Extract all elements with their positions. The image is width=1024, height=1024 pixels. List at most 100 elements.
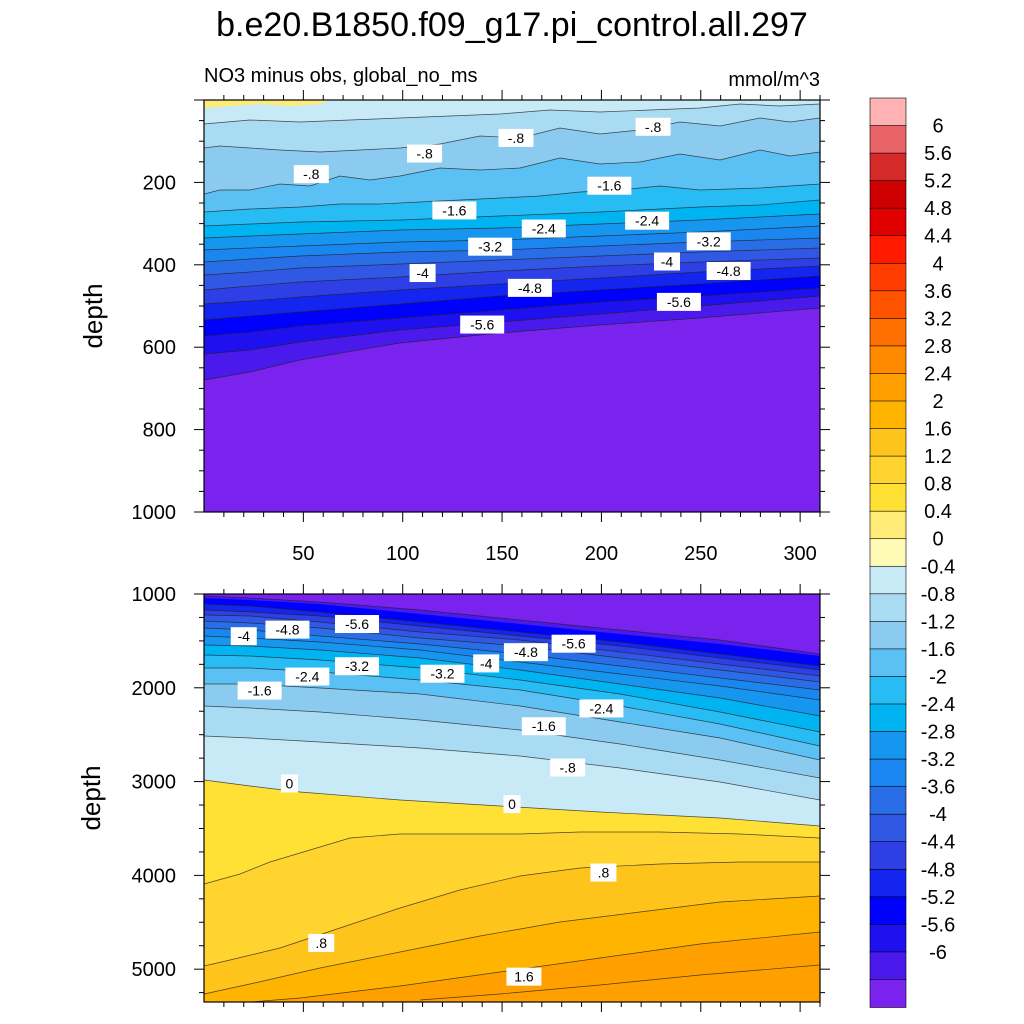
contour-label-box [293,165,329,184]
colorbar-label: 4.8 [924,198,952,220]
colorbar-label: -4.4 [921,832,955,854]
colorbar-swatch [869,758,907,788]
contour-label-box [280,774,298,793]
y-tick-label: 1000 [132,584,177,606]
colorbar-label: -3.2 [921,749,955,771]
x-tick-label: 50 [292,543,314,565]
colorbar-swatch [869,180,907,209]
x-tick-label: 100 [386,543,419,565]
y-tick-label: 2000 [132,678,177,700]
colorbar-label: 4 [932,253,943,275]
contour-label: -2.4 [295,669,319,685]
contour-label: -4 [661,254,674,270]
contour-label: .8 [598,865,610,881]
colorbar-swatch [869,152,907,182]
contour-label-box [335,657,380,676]
contour-label-box [468,237,513,256]
colorbar-swatch [869,621,907,650]
contour-label: -5.6 [667,294,691,310]
colorbar-label: -5.2 [921,887,955,909]
colorbar-label: -5.6 [921,914,955,936]
contour-label: .8 [315,935,327,951]
contour-label: -2.4 [635,213,659,229]
upper-y-label: depth [78,283,108,348]
contour-label: -4 [238,628,251,644]
colorbar-label: -1.2 [921,611,955,633]
colorbar-label: -6 [929,942,947,964]
contour-label-box [432,201,477,220]
contour-label-box [409,264,436,283]
colorbar-label: -4 [929,804,947,826]
contour-label: -.8 [303,166,320,182]
contour-label: -4.8 [717,263,741,279]
contour-label: -.8 [508,130,525,146]
colorbar-swatch [869,593,907,623]
lower-plot-frame [203,593,821,1003]
contour-label-box [473,654,500,673]
y-tick-label: 200 [143,172,176,194]
colorbar-swatch [869,924,907,953]
colorbar-label: -0.8 [921,584,955,606]
colorbar-label: -1.6 [921,639,955,661]
upper-x-axis: 50 100 150 200 250 300 [223,90,821,565]
colorbar-label: 3.6 [924,281,952,303]
colorbar-label: 6 [932,116,943,138]
contour-label-box [407,144,443,163]
lower-panel: -4 -4.8 -5.6 -3.2 -2.4 -1.6 -3.2 -4 -4.8 -5.6 -2.4… [76,584,830,1012]
colorbar-label: 4.4 [924,226,952,248]
x-tick-label: 300 [783,543,816,565]
x-tick-label: 200 [585,543,618,565]
lower-y-axis: 1000 2000 3000 4000 5000 [132,584,830,994]
upper-panel: -.8 -.8 -.8 -.8 -1.6 -1.6 -2.4 -2.4 -3.2 -3.2 -4 -4… [78,90,830,565]
colorbar-label: 5.2 [924,171,952,193]
colorbar-label: 2.8 [924,336,952,358]
colorbar-label: 1.6 [924,419,952,441]
contour-label-box [521,219,566,238]
contour-label-box [308,933,335,952]
colorbar-swatch [869,235,907,265]
colorbar-label: 0.4 [924,501,952,523]
y-tick-label: 600 [143,337,176,359]
upper-band-n00 [204,100,820,124]
contour-label: 0 [508,796,516,812]
contour-label-box [686,232,731,251]
contour-label-box [503,795,521,814]
colorbar-swatch [869,290,907,320]
lower-y-label: depth [76,765,106,830]
contour-label-box [653,252,680,271]
colorbar-swatch [869,538,907,568]
colorbar-swatch [869,207,907,237]
colorbar-label: -4.8 [921,859,955,881]
upper-contour-labels: -.8 -.8 -.8 -.8 -1.6 -1.6 -2.4 -2.4 -3.2 -3.2 -4 -4… [293,117,751,334]
contour-label-box [579,699,624,718]
y-tick-label: 800 [143,420,176,442]
lower-band-p24 [204,965,820,1002]
colorbar-swatch [869,400,907,430]
x-tick-label: 150 [485,543,518,565]
colorbar-label: 0.8 [924,474,952,496]
upper-y-axis: 200 400 600 800 1000 [132,99,830,524]
contour-label-box [420,664,465,683]
lower-x-axis [223,584,821,1012]
colorbar-label: 3.2 [924,308,952,330]
upper-band-pos [204,100,330,108]
lower-contour-labels: -4 -4.8 -5.6 -3.2 -2.4 -1.6 -3.2 -4 -4.8 -5.6 -2.4… [230,615,624,986]
colorbar-label: 0 [932,529,943,551]
colorbar-swatch [869,373,907,402]
contour-label-box [507,278,552,297]
colorbar-swatch [869,565,907,595]
contour-label: -.8 [645,119,662,135]
contour-label: -4 [416,265,429,281]
contour-label-box [230,627,257,646]
colorbar-label: -0.4 [921,556,955,578]
colorbar-swatch [869,951,907,981]
contour-label: -4 [480,655,493,671]
contour-label: 1.6 [514,969,534,985]
colorbar-swatch [869,731,907,760]
colorbar-swatch [869,455,907,485]
y-tick-label: 4000 [132,865,177,887]
colorbar: 6 5.6 5.2 4.8 4.4 4 3.6 3.2 2.8 2.4 2 1.6 1.2 0.8 0.4 0… [869,97,955,1008]
colorbar-label: -2 [929,666,947,688]
colorbar-swatch [869,868,907,898]
